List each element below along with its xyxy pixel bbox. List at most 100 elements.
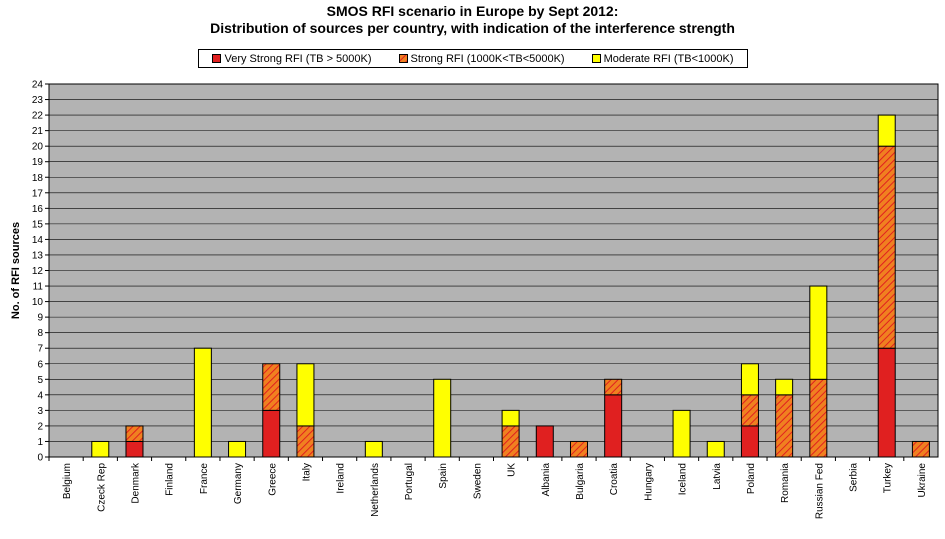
bar-very-strong bbox=[604, 394, 623, 458]
bar-moderate bbox=[809, 285, 828, 380]
y-tick-label: 12 bbox=[32, 266, 44, 277]
legend-item-moderate: Moderate RFI (TB<1000K) bbox=[591, 52, 734, 65]
bar-strong bbox=[296, 425, 315, 458]
x-tick-label: Sweden bbox=[472, 463, 483, 499]
plot-area bbox=[48, 83, 939, 458]
x-tick-label: France bbox=[199, 463, 210, 495]
bar-moderate bbox=[501, 409, 520, 427]
y-tick-label: 16 bbox=[32, 204, 44, 215]
y-tick-label: 8 bbox=[37, 328, 43, 339]
y-tick-label: 3 bbox=[37, 406, 43, 417]
y-tick-label: 2 bbox=[37, 421, 43, 432]
x-tick-label: Italy bbox=[301, 463, 312, 481]
legend-label-moderate: Moderate RFI (TB<1000K) bbox=[603, 52, 734, 65]
bar-strong bbox=[604, 378, 623, 396]
x-tick-label: Spain bbox=[438, 463, 449, 489]
x-tick-label: Albania bbox=[541, 463, 552, 497]
x-tick-label: Serbia bbox=[849, 463, 860, 492]
bar-strong bbox=[809, 378, 828, 458]
x-tick-label: Turkey bbox=[883, 463, 894, 493]
y-tick-label: 7 bbox=[37, 344, 43, 355]
x-tick-label: Finland bbox=[165, 463, 176, 496]
bar-strong bbox=[262, 363, 281, 411]
y-tick-label: 21 bbox=[32, 126, 44, 137]
y-tick-label: 11 bbox=[33, 282, 44, 293]
bar-strong bbox=[740, 394, 759, 427]
y-tick-label: 4 bbox=[37, 390, 43, 401]
x-axis-ticks: Belgium Czeck Rep Denmark Finland France Germ… bbox=[48, 457, 928, 519]
x-tick-label: Romania bbox=[780, 463, 791, 503]
y-axis-label: No. of RFI sources bbox=[10, 222, 22, 319]
x-tick-label: Denmark bbox=[130, 462, 141, 504]
x-tick-label: Hungary bbox=[643, 463, 654, 501]
bar-moderate bbox=[740, 363, 759, 396]
y-tick-label: 17 bbox=[32, 188, 44, 199]
y-tick-label: 14 bbox=[32, 235, 44, 246]
bar-moderate bbox=[706, 440, 725, 458]
y-tick-label: 1 bbox=[37, 437, 43, 448]
x-tick-label: Poland bbox=[746, 463, 757, 494]
bars bbox=[91, 114, 930, 458]
y-tick-label: 20 bbox=[32, 142, 44, 153]
bar-moderate bbox=[91, 440, 110, 458]
y-tick-label: 0 bbox=[37, 453, 43, 464]
bar-strong bbox=[775, 394, 794, 458]
y-tick-label: 15 bbox=[32, 219, 44, 230]
x-tick-label: Netherlands bbox=[370, 463, 381, 517]
y-tick-label: 23 bbox=[32, 95, 44, 106]
gridlines bbox=[49, 83, 938, 458]
legend-label-very-strong: Very Strong RFI (TB > 5000K) bbox=[224, 52, 372, 65]
bar-moderate bbox=[775, 378, 794, 396]
bar-strong bbox=[911, 440, 930, 458]
y-tick-label: 13 bbox=[32, 250, 44, 261]
chart-title: SMOS RFI scenario in Europe by Sept 2012… bbox=[326, 3, 619, 19]
bar-moderate bbox=[672, 409, 691, 458]
legend-item-very-strong: Very Strong RFI (TB > 5000K) bbox=[212, 52, 372, 65]
legend-item-strong: Strong RFI (1000K<TB<5000K) bbox=[398, 52, 565, 65]
bar-moderate bbox=[193, 347, 212, 458]
bar-strong bbox=[501, 425, 520, 458]
x-tick-label: Ireland bbox=[336, 463, 347, 494]
x-tick-label: Croatia bbox=[609, 463, 620, 496]
x-tick-label: Latvia bbox=[712, 463, 723, 490]
x-tick-label: Bulgaria bbox=[575, 463, 586, 500]
bar-very-strong bbox=[535, 425, 554, 458]
y-tick-label: 5 bbox=[37, 375, 43, 386]
y-tick-label: 10 bbox=[32, 297, 44, 308]
bar-moderate bbox=[228, 440, 247, 458]
y-tick-label: 19 bbox=[32, 157, 44, 168]
bar-very-strong bbox=[740, 425, 759, 458]
bar-moderate bbox=[364, 440, 383, 458]
bar-very-strong bbox=[877, 347, 896, 458]
legend-label-strong: Strong RFI (1000K<TB<5000K) bbox=[410, 52, 565, 65]
y-tick-label: 22 bbox=[32, 111, 44, 122]
legend-swatch-moderate bbox=[591, 54, 601, 63]
bar-moderate bbox=[433, 378, 452, 458]
x-tick-label: Czeck Rep bbox=[96, 463, 107, 512]
chart-legend: Very Strong RFI (TB > 5000K) Strong RFI … bbox=[198, 49, 748, 68]
chart-subtitle: Distribution of sources per country, wit… bbox=[210, 20, 735, 36]
bar-strong bbox=[569, 440, 588, 458]
bar-strong bbox=[877, 145, 896, 349]
bar-strong bbox=[125, 425, 144, 442]
y-tick-label: 24 bbox=[32, 80, 44, 91]
legend-swatch-strong bbox=[398, 54, 408, 63]
x-tick-label: Germany bbox=[233, 463, 244, 504]
x-tick-label: Greece bbox=[267, 463, 278, 496]
legend-swatch-very-strong bbox=[212, 54, 222, 63]
x-tick-label: Russian Fed bbox=[814, 463, 825, 519]
bar-moderate bbox=[296, 363, 315, 427]
x-tick-label: Portugal bbox=[404, 463, 415, 500]
y-tick-label: 9 bbox=[37, 313, 43, 324]
bar-very-strong bbox=[125, 440, 144, 458]
x-tick-label: UK bbox=[507, 463, 518, 477]
bar-very-strong bbox=[262, 409, 281, 458]
x-tick-label: Belgium bbox=[62, 463, 73, 499]
y-tick-label: 6 bbox=[37, 359, 43, 370]
y-tick-label: 18 bbox=[32, 173, 44, 184]
bar-moderate bbox=[877, 114, 896, 147]
x-tick-label: Iceland bbox=[678, 463, 689, 495]
x-tick-label: Ukraine bbox=[917, 463, 928, 498]
